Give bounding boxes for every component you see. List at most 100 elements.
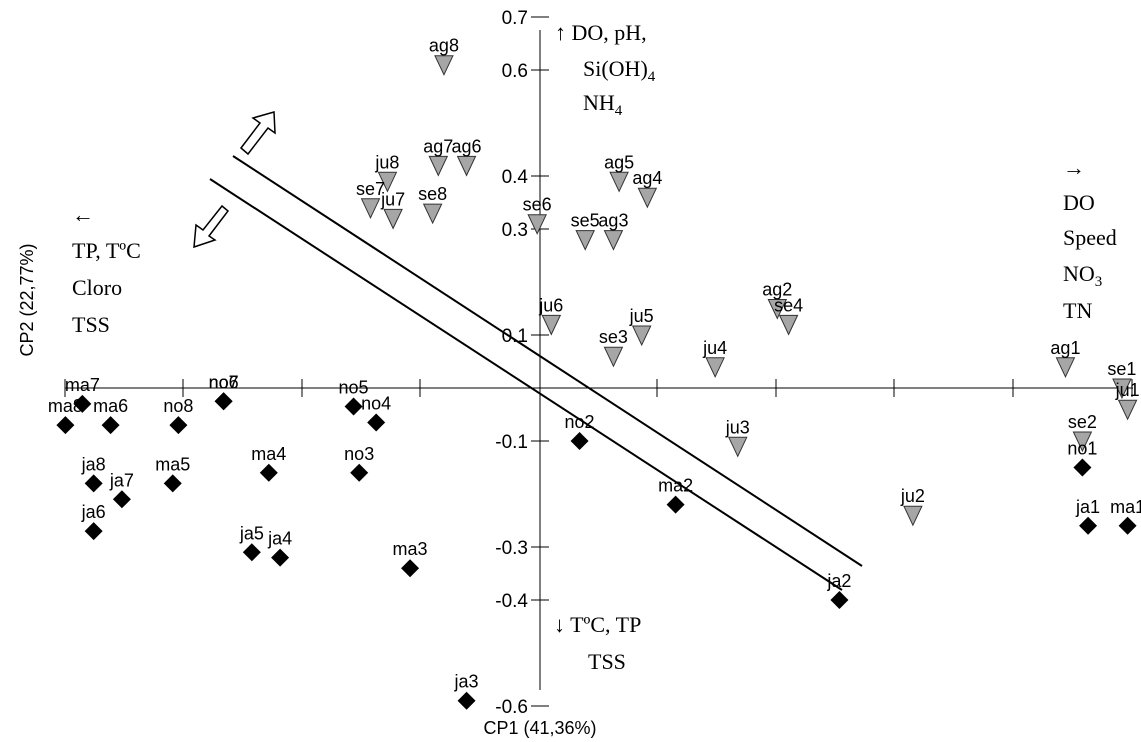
diamond-point <box>344 397 363 416</box>
point-label: ja2 <box>826 571 851 591</box>
diamond-point <box>367 413 386 432</box>
triangle-point <box>422 203 443 225</box>
y-tick-label: -0.4 <box>495 591 528 612</box>
point-label: ma3 <box>393 539 428 559</box>
x-axis-title: CP1 (41,36%) <box>483 718 596 738</box>
diamond-point <box>169 416 188 435</box>
point-label: ja7 <box>109 470 134 490</box>
point-label: ju1 <box>1115 380 1140 400</box>
y-tick-label: 0.6 <box>502 61 528 82</box>
diamond-point <box>666 495 685 514</box>
y-tick-label: -0.1 <box>495 432 528 453</box>
point-label: se4 <box>774 295 803 315</box>
diamond-point <box>271 548 290 567</box>
point-label: ag2 <box>762 280 792 300</box>
point-label: no7 <box>209 372 239 392</box>
point-label: ag7 <box>423 136 453 156</box>
point-label: no1 <box>1067 439 1097 459</box>
point-label: ju7 <box>380 189 405 209</box>
y-tick-label: -0.6 <box>495 697 528 718</box>
annotation-right-line4: TN <box>1063 298 1092 323</box>
triangle-point <box>637 187 658 209</box>
annotation-top-line3: NH4 <box>583 90 623 119</box>
triangle-point <box>903 505 923 527</box>
point-label: ma5 <box>155 454 190 474</box>
divider-lines <box>193 111 863 591</box>
point-label: ag1 <box>1050 338 1080 358</box>
y-tick-label: 0.3 <box>502 220 528 241</box>
triangle-point <box>377 171 398 193</box>
y-tick-labels: 0.7 0.6 0.4 0.3 0.1 -0.1 -0.3 -0.4 -0.6 <box>495 8 549 718</box>
diamond-point <box>84 474 103 493</box>
point-label: ja8 <box>81 454 106 474</box>
point-label: se1 <box>1107 359 1136 379</box>
point-label: no4 <box>361 393 391 413</box>
triangle-point <box>1072 431 1093 453</box>
point-label: ja1 <box>1075 497 1100 517</box>
y-tick-label: -0.3 <box>495 538 528 559</box>
triangle-point <box>1112 378 1132 400</box>
diamond-point <box>401 559 420 578</box>
annotation-right-line3: NO3 <box>1063 261 1102 290</box>
diamond-point <box>830 591 849 609</box>
axes <box>64 30 1133 690</box>
divider-line-upper <box>232 155 863 567</box>
diamond-point <box>259 463 278 482</box>
triangle-point <box>727 436 748 458</box>
point-label: ja3 <box>454 672 479 692</box>
y-tick-label: 0.4 <box>502 167 529 188</box>
annotation-left-line1: TP, TºC <box>72 238 141 263</box>
annotation-left-arrow: ← <box>72 202 94 227</box>
point-label: se2 <box>1068 412 1097 432</box>
diamond-point <box>1073 458 1092 477</box>
point-label: ju2 <box>900 486 925 506</box>
point-label: no3 <box>344 444 374 464</box>
annotation-bottom-line1: ↓ TºC, TP <box>554 612 641 637</box>
diamond-point <box>73 394 92 413</box>
triangle-point <box>527 214 547 235</box>
point-label: ma4 <box>251 444 286 464</box>
point-label: ma2 <box>658 476 693 496</box>
point-label: ag5 <box>604 152 634 172</box>
annotation-right-line2: Speed <box>1063 225 1117 250</box>
point-label: ag3 <box>598 211 628 231</box>
triangle-point <box>767 299 788 320</box>
point-label: ma1 <box>1110 497 1141 517</box>
point-label: ag8 <box>429 36 459 56</box>
triangle-point <box>631 325 652 347</box>
point-label: ja4 <box>267 529 292 549</box>
triangle-point <box>383 208 403 230</box>
diamond-point <box>457 691 476 710</box>
annotation-top-line2: Si(OH)4 <box>583 56 656 85</box>
triangle-point <box>456 155 477 177</box>
diamond-point <box>350 463 369 482</box>
annotation-bottom-line2: TSS <box>588 649 626 674</box>
triangle-point <box>603 230 624 251</box>
annotations: ↑ DO, pH, Si(OH)4 NH4 → DO Speed NO3 TN ← TP, TºC… <box>72 20 1117 674</box>
point-label: ma7 <box>65 375 100 395</box>
diamond-point <box>84 522 103 541</box>
y-axis-title: CP2 (22,77%) <box>17 243 37 356</box>
point-label: no8 <box>163 396 193 416</box>
diamond-point <box>163 474 182 493</box>
triangle-point <box>1117 399 1138 421</box>
triangle-point <box>434 55 454 76</box>
annotation-left-line3: TSS <box>72 312 110 337</box>
point-label: ag6 <box>452 136 482 156</box>
annotation-left-line2: Cloro <box>72 275 122 300</box>
point-label: ja5 <box>239 523 264 543</box>
triangle-point <box>778 314 799 336</box>
annotation-right-arrow: → <box>1063 155 1085 180</box>
diamond-point <box>56 416 75 435</box>
triangle-point <box>575 230 595 251</box>
arrow-down-left-icon <box>193 204 230 249</box>
point-label: no5 <box>339 378 369 398</box>
annotation-top-line1: ↑ DO, pH, <box>555 20 647 45</box>
diamond-point <box>570 432 589 450</box>
y-tick-label: 0.1 <box>502 326 528 347</box>
triangle-point <box>603 346 624 368</box>
diamond-point <box>101 416 120 435</box>
triangle-point <box>1055 357 1076 378</box>
